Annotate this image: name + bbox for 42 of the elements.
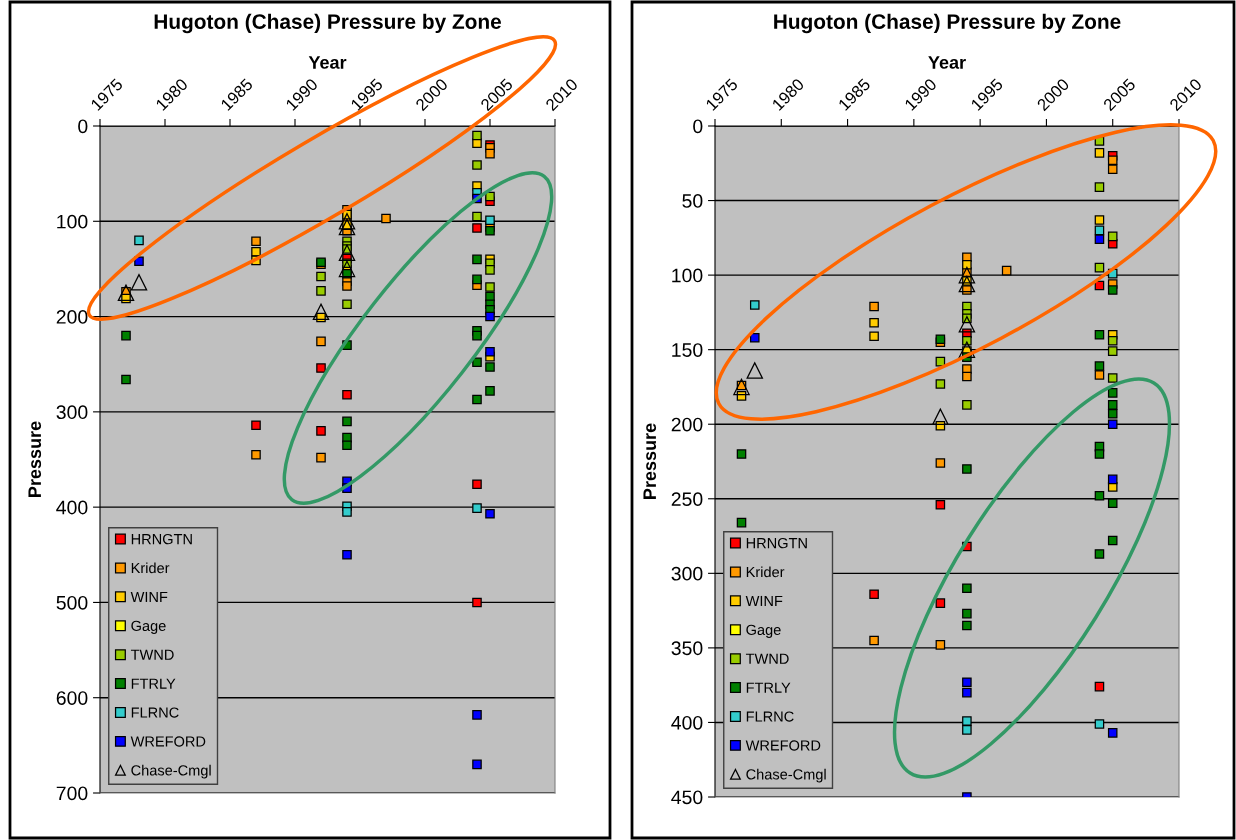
legend-label: TWND: [745, 653, 789, 664]
y-tick-label: 100: [672, 268, 703, 283]
y-tick-label: 100: [57, 214, 88, 229]
y-tick-label: 600: [56, 691, 88, 705]
legend-label: Gage: [131, 620, 166, 634]
legend-label: HRNGTN: [131, 533, 192, 545]
y-tick-label: 450: [671, 790, 703, 805]
legend-label: HRNGTN: [746, 537, 807, 549]
legend-label: Gage: [746, 624, 781, 638]
y-axis-title: Pressure: [28, 421, 42, 497]
y-tick-label: 150: [672, 343, 703, 357]
legend-label: FLRNC: [131, 707, 179, 718]
legend-label: WINF: [130, 591, 168, 602]
y-tick-label: 200: [56, 310, 88, 324]
y-tick-label: 500: [56, 595, 88, 610]
y-tick-label: 0: [693, 119, 703, 134]
y-tick-label: 300: [56, 405, 88, 420]
y-tick-label: 300: [671, 566, 703, 581]
legend-label: Chase-Cmgl: [746, 768, 826, 783]
x-axis-title: Year: [308, 56, 347, 69]
y-axis-title: Pressure: [643, 423, 657, 499]
y-tick-label: 350: [671, 641, 703, 656]
chart-title: Hugoton (Chase) Pressure by Zone: [154, 13, 502, 34]
legend-label: TWND: [130, 649, 174, 660]
legend-label: Chase-Cmgl: [131, 764, 211, 779]
legend-label: WREFORD: [745, 740, 821, 751]
legend-label: Krider: [131, 562, 170, 574]
y-tick-label: 200: [671, 417, 703, 432]
y-tick-label: 400: [56, 500, 88, 515]
legend-label: WINF: [745, 595, 783, 606]
legend-label: WREFORD: [130, 736, 206, 747]
y-tick-label: 250: [671, 492, 703, 507]
legend-label: FTRLY: [746, 682, 791, 693]
chart-title: Hugoton (Chase) Pressure by Zone: [774, 13, 1121, 34]
y-tick-label: 0: [78, 119, 88, 134]
y-tick-label: 50: [682, 194, 703, 208]
y-tick-label: 700: [56, 786, 88, 801]
x-axis-title: Year: [928, 56, 966, 69]
y-tick-label: 400: [671, 715, 703, 730]
legend-label: FTRLY: [131, 678, 176, 689]
legend-label: Krider: [746, 566, 785, 578]
legend-label: FLRNC: [746, 711, 794, 722]
